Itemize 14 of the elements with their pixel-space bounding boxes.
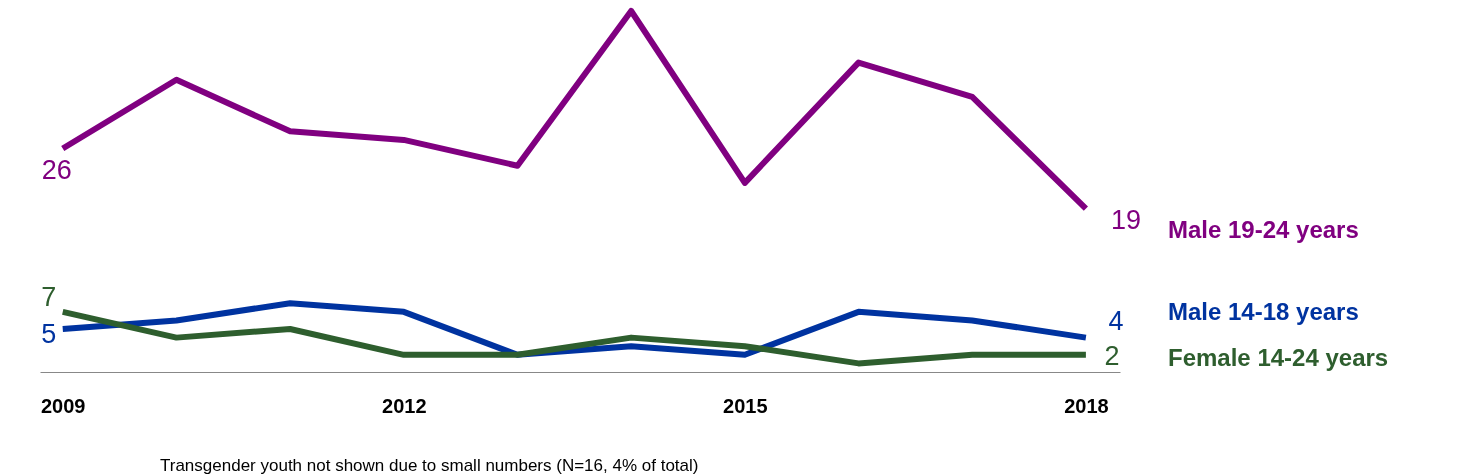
text: Transgender youth not shown due to small numbers (N=16, 4% of total) [160,456,699,475]
text: Male 19-24 years [1168,216,1359,243]
x-tick-label: 2018 [1064,394,1109,417]
data-label: 2 [1104,340,1120,371]
data-label: 19 [1110,204,1141,235]
text: Female 14-24 years [1168,344,1389,371]
x-tick-label: 2015 [723,394,768,417]
x-tick-label: 2012 [382,394,427,417]
data-label: 26 [41,154,72,185]
text: Male 14-18 years [1168,298,1359,325]
data-label: 7 [41,281,57,312]
data-label: 5 [41,319,57,350]
x-tick-label: 2009 [40,394,86,417]
data-label: 4 [1108,305,1124,336]
